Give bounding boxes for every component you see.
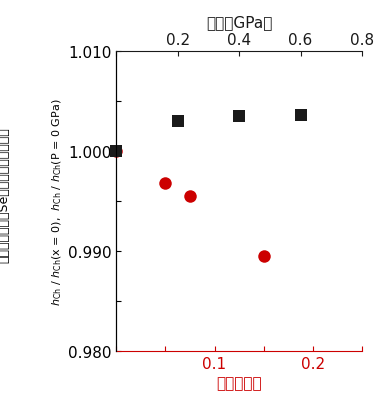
Y-axis label: $h_{\mathrm{Ch}}$ / $h_{\mathrm{Ch}}$(x = 0),  $h_{\mathrm{Ch}}$ / $h_{\mathrm{C: $h_{\mathrm{Ch}}$ / $h_{\mathrm{Ch}}$(x … [50,98,64,305]
X-axis label: 圧力（GPa）: 圧力（GPa） [206,15,272,30]
Text: 鉄原子面からのSeの位置の高さの変化: 鉄原子面からのSeの位置の高さの変化 [0,127,11,262]
X-axis label: 硫黄置換量: 硫黄置換量 [216,375,262,390]
